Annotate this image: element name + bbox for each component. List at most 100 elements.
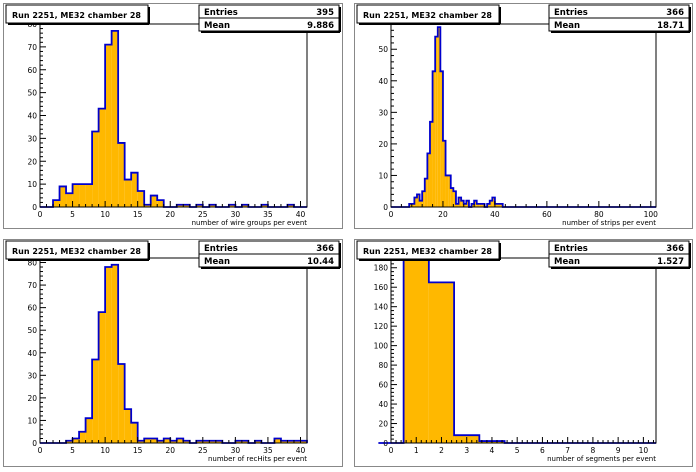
x-tick-label: 25 <box>198 210 208 219</box>
stats-mean-value: 1.527 <box>657 257 684 267</box>
y-tick-label: 20 <box>378 420 388 429</box>
histogram-bin <box>131 172 138 207</box>
histogram-bin <box>144 204 151 207</box>
y-tick-label: 120 <box>374 322 389 331</box>
y-tick-label: 160 <box>374 283 389 292</box>
x-tick-label: 0 <box>389 446 394 455</box>
histogram-bin <box>92 359 99 443</box>
stats-box: Entries 366 Mean 18.71 <box>548 4 691 33</box>
y-tick-label: 30 <box>27 371 37 380</box>
histogram-bars <box>53 30 294 208</box>
plot-frame <box>390 23 657 208</box>
histogram-bin <box>492 197 495 207</box>
plot-frame <box>390 257 657 444</box>
x-tick-label: 10 <box>100 446 110 455</box>
x-tick-label: 15 <box>133 446 143 455</box>
histogram-panel-4: 0 1 2 3 4 5 6 7 8 9 10020406080100120140160180numb… <box>354 239 693 467</box>
stats-box: Entries 366 Mean 1.527 <box>548 240 691 269</box>
histogram-bin <box>157 200 164 207</box>
y-tick-label: 50 <box>378 45 388 54</box>
x-tick-label: 0 <box>38 446 43 455</box>
histogram-bin <box>416 194 420 207</box>
histogram-bin <box>241 440 249 443</box>
x-tick-label: 10 <box>639 446 649 455</box>
histogram-bin <box>414 197 417 207</box>
histogram-bin <box>105 44 112 208</box>
histogram-bin <box>118 142 125 207</box>
histogram-bin <box>150 438 158 443</box>
histogram-bin <box>144 438 151 443</box>
histogram-bin <box>458 197 462 207</box>
histogram-bin <box>411 203 415 207</box>
histogram-bin <box>435 36 438 207</box>
histogram-bin <box>442 140 446 207</box>
y-tick-label: 70 <box>27 281 37 290</box>
pad-frame <box>3 3 343 229</box>
histogram-bin <box>137 190 145 207</box>
histogram-bin <box>124 179 132 207</box>
histogram-bin <box>150 195 158 207</box>
histogram-bin <box>445 175 449 207</box>
histogram-bin <box>59 186 67 207</box>
x-tick-label: 8 <box>591 446 596 455</box>
histogram-bin <box>66 193 73 207</box>
y-tick-label: 20 <box>27 157 37 166</box>
y-tick-label: 40 <box>378 400 388 409</box>
title-text: Run 2251, ME32 chamber 28 <box>363 247 492 256</box>
y-tick-label: 50 <box>27 89 37 98</box>
x-tick-label: 40 <box>490 210 500 219</box>
histogram-bin <box>196 440 203 443</box>
histogram-bin <box>209 204 216 207</box>
x-tick-label: 5 <box>70 446 75 455</box>
y-tick-label: 60 <box>27 304 37 313</box>
x-tick-label: 15 <box>133 210 143 219</box>
y-tick-label: 10 <box>27 180 37 189</box>
histogram-bin <box>163 438 171 443</box>
stats-entries-label: Entries <box>204 8 238 18</box>
x-tick-label: 35 <box>263 446 273 455</box>
histogram-bin <box>157 440 164 443</box>
histogram-bin <box>202 440 210 443</box>
x-tick-label: 9 <box>616 446 621 455</box>
histogram-bin <box>111 264 119 443</box>
histogram-bin <box>500 203 503 207</box>
histogram-bin <box>79 184 86 207</box>
histogram-bin <box>131 422 138 443</box>
histogram-bin <box>124 409 132 443</box>
histogram-bin <box>215 440 223 443</box>
x-tick-label: 10 <box>100 210 110 219</box>
y-tick-label: 20 <box>27 394 37 403</box>
histogram-bin <box>440 71 443 208</box>
histogram-bin <box>254 440 262 443</box>
stats-entries-value: 366 <box>666 244 684 254</box>
title-text: Run 2251, ME32 chamber 28 <box>12 247 141 256</box>
x-tick-label: 100 <box>644 210 659 219</box>
x-tick-label: 30 <box>231 210 241 219</box>
y-tick-label: 0 <box>383 203 388 212</box>
stats-entries-label: Entries <box>554 244 588 254</box>
x-tick-label: 0 <box>38 210 43 219</box>
histogram-bin <box>448 175 451 207</box>
stats-entries-value: 395 <box>316 8 334 18</box>
histogram-bin <box>293 440 301 443</box>
histogram-bin <box>474 200 477 207</box>
histogram-title: Run 2251, ME32 chamber 28 <box>5 240 150 261</box>
y-tick-label: 70 <box>27 43 37 52</box>
histogram-bin <box>92 131 99 207</box>
histogram-bin <box>287 440 294 443</box>
y-tick-label: 30 <box>378 108 388 117</box>
x-tick-label: 6 <box>540 446 545 455</box>
histogram-bin <box>274 438 281 443</box>
histogram-bin <box>419 200 423 207</box>
histogram-bin <box>487 203 490 207</box>
histogram-bars <box>409 27 503 208</box>
histogram-bin <box>209 440 216 443</box>
histogram-bin <box>176 438 184 443</box>
histogram-title: Run 2251, ME32 chamber 28 <box>5 4 150 25</box>
x-axis-title: number of segments per event <box>547 455 656 463</box>
histogram-bin <box>428 282 455 443</box>
y-tick-label: 0 <box>383 439 388 448</box>
x-tick-label: 20 <box>438 210 448 219</box>
histogram-bin <box>409 203 412 207</box>
histogram-bin <box>228 204 236 207</box>
